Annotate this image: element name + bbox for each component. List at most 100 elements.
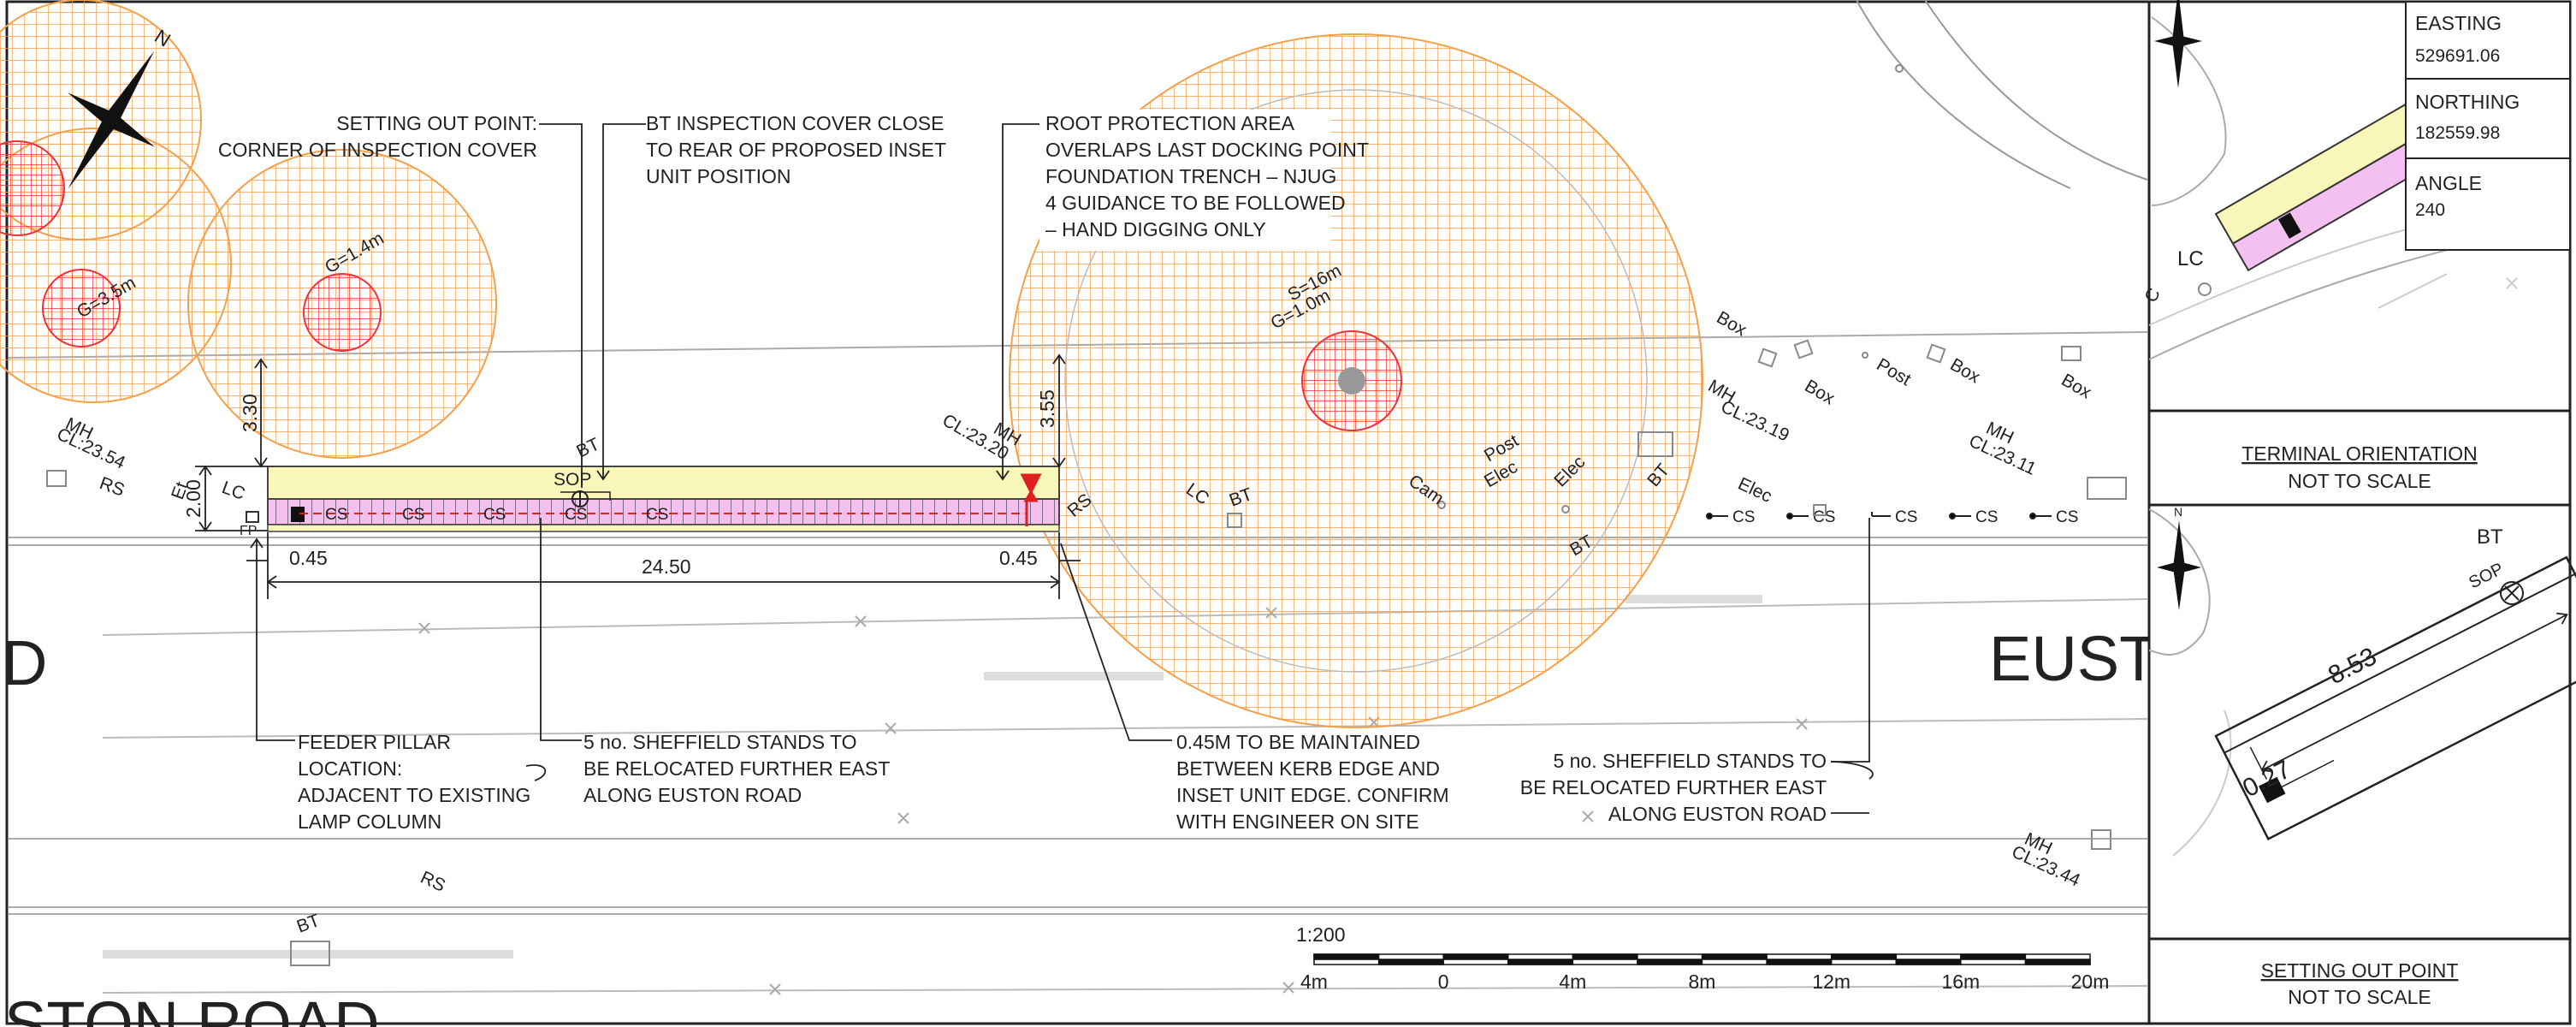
svg-text:FOUNDATION TRENCH – NJUG: FOUNDATION TRENCH – NJUG [1045, 165, 1336, 187]
dim-length: 24.50 [642, 555, 691, 578]
scale-segment [1377, 959, 1444, 965]
svg-text:4 GUIDANCE TO BE FOLLOWED: 4 GUIDANCE TO BE FOLLOWED [1045, 192, 1346, 214]
scale-segment [1637, 959, 1703, 965]
scale-segment [1313, 953, 1380, 960]
svg-text:ALONG EUSTON ROAD: ALONG EUSTON ROAD [583, 784, 802, 806]
scale-tick-label: 4m [1559, 971, 1586, 993]
proposed-inset-unit: CS CS CS CS CS SOP [246, 466, 1060, 532]
scale-ratio: 1:200 [1296, 923, 1346, 946]
terminal-orientation-subtitle: NOT TO SCALE [2288, 470, 2431, 492]
svg-text:TO REAR OF PROPOSED INSET: TO REAR OF PROPOSED INSET [646, 139, 946, 161]
svg-text:5 no. SHEFFIELD STANDS TO: 5 no. SHEFFIELD STANDS TO [1553, 750, 1827, 772]
tree-rpa-1: G=3.5m [0, 0, 232, 403]
scale-segment [1895, 959, 1962, 965]
dim-offset-left: 0.45 [289, 547, 328, 569]
setting-out-title: SETTING OUT POINT [2261, 959, 2459, 982]
coordinates-table: EASTING 529691.06 NORTHING 182559.98 ANG… [2405, 1, 2571, 251]
cs-red-2: CS [402, 506, 424, 524]
scale-tick-label: 8m [1689, 971, 1716, 993]
feeder-pillar-box [291, 507, 305, 522]
svg-text:ALONG EUSTON ROAD: ALONG EUSTON ROAD [1608, 803, 1827, 825]
street-furniture [46, 64, 2127, 966]
post-label-2: Post [1874, 354, 1915, 389]
elec-label-3: Elec [1735, 474, 1775, 507]
note-feeder-pillar: FEEDER PILLAR LOCATION: ADJACENT TO EXIS… [298, 731, 530, 833]
box-label-3: Box [1947, 354, 1984, 387]
note-bt-cover: BT INSPECTION COVER CLOSE TO REAR OF PRO… [646, 112, 946, 187]
scale-segment [1701, 953, 1768, 960]
sop-label: SOP [554, 470, 591, 490]
panel-sop-marker [2500, 581, 2524, 605]
scale-segment [1572, 953, 1638, 960]
note-root-protection: ROOT PROTECTION AREA OVERLAPS LAST DOCKI… [1039, 110, 1369, 251]
cl-label-3: CL:23.19 [1718, 397, 1792, 446]
svg-text:LAMP COLUMN: LAMP COLUMN [298, 810, 441, 833]
cs-red-5: CS [646, 506, 668, 524]
angle-label: ANGLE [2415, 172, 2482, 194]
svg-text:INSET UNIT EDGE. CONFIRM: INSET UNIT EDGE. CONFIRM [1176, 784, 1449, 806]
terminal-orientation-title: TERMINAL ORIENTATION [2241, 442, 2478, 465]
rs-label-1: RS [97, 473, 127, 501]
setting-out-inset: BT SOP 8.53 0.27 [2148, 508, 2576, 857]
road-name-right: EUST [1989, 623, 2158, 694]
dim-width: 2.00 [182, 479, 204, 518]
svg-text:ADJACENT TO EXISTING: ADJACENT TO EXISTING [298, 784, 530, 806]
scale-segment [1960, 953, 2027, 960]
cs-red-4: CS [565, 506, 587, 524]
setting-out-subtitle: NOT TO SCALE [2288, 986, 2431, 1008]
panel-bt: BT [2477, 525, 2503, 549]
svg-text:BE RELOCATED FURTHER EAST: BE RELOCATED FURTHER EAST [583, 757, 890, 780]
box-label-1: Box [1714, 307, 1750, 340]
road-name-bottom: STON ROAD [4, 988, 380, 1027]
svg-text:FEEDER PILLAR: FEEDER PILLAR [298, 731, 451, 753]
svg-text:BE RELOCATED FURTHER EAST: BE RELOCATED FURTHER EAST [1520, 776, 1827, 798]
scale-segment [1442, 953, 1509, 960]
svg-text:ROOT PROTECTION AREA: ROOT PROTECTION AREA [1045, 112, 1295, 134]
note-sheffield-west: 5 no. SHEFFIELD STANDS TO BE RELOCATED F… [583, 731, 890, 806]
note-kerb-edge: 0.45M TO BE MAINTAINED BETWEEN KERB EDGE… [1176, 731, 1449, 833]
road-name-left: D [2, 627, 47, 698]
dim-height-left: 3.30 [239, 394, 261, 432]
scale-segment [1766, 959, 1833, 965]
svg-text:BT INSPECTION COVER CLOSE: BT INSPECTION COVER CLOSE [646, 112, 944, 134]
svg-text:CORNER OF INSPECTION COVER: CORNER OF INSPECTION COVER [218, 139, 537, 161]
road-lines [8, 0, 2148, 994]
panel-lc: LC [2177, 247, 2204, 270]
leader-lines [250, 123, 1874, 814]
angle-value: 240 [2415, 200, 2445, 220]
scale-segment [1507, 959, 1574, 965]
northing-label: NORTHING [2415, 91, 2520, 113]
scale-tick-label: 20m [2071, 971, 2110, 993]
north-arrow-panel-2: N [2157, 505, 2201, 610]
scale-segment [1830, 953, 1898, 960]
svg-text:SETTING OUT POINT:: SETTING OUT POINT: [336, 112, 537, 134]
cs-1: CS [1732, 508, 1755, 526]
cs-red-3: CS [483, 506, 506, 524]
svg-text:0.45M TO BE MAINTAINED: 0.45M TO BE MAINTAINED [1176, 731, 1420, 753]
scale-segment [2024, 959, 2091, 965]
svg-text:BETWEEN KERB EDGE AND: BETWEEN KERB EDGE AND [1176, 757, 1440, 780]
scale-outline [1313, 953, 2091, 965]
cs-3: CS [1895, 508, 1917, 526]
rs-label-3: RS [417, 868, 448, 896]
svg-text:OVERLAPS LAST DOCKING POINT: OVERLAPS LAST DOCKING POINT [1045, 139, 1369, 161]
svg-text:– HAND DIGGING ONLY: – HAND DIGGING ONLY [1045, 218, 1266, 240]
main-plan: G=3.5m G=1.4m S=16m G=1.0m N [0, 0, 2158, 1027]
svg-text:LOCATION:: LOCATION: [298, 757, 402, 780]
dim-height-right: 3.55 [1036, 389, 1058, 428]
scale-tick-label: 16m [1941, 971, 1980, 993]
existing-cs-markers [1706, 512, 2052, 519]
note-setting-out: SETTING OUT POINT: CORNER OF INSPECTION … [218, 112, 537, 161]
easting-label: EASTING [2415, 12, 2502, 34]
svg-text:WITH ENGINEER ON SITE: WITH ENGINEER ON SITE [1176, 810, 1419, 833]
right-panel: LC C EASTING 529691.06 NORTHING 182559.9… [2141, 0, 2576, 1025]
scale-bar: 1:200 4m 0 4m 8m 12m 16m 20m [1296, 923, 2109, 993]
box-label-4: Box [2058, 370, 2095, 402]
tree-rpa-2: G=1.4m [187, 149, 497, 459]
cs-5: CS [2056, 508, 2078, 526]
svg-text:UNIT POSITION: UNIT POSITION [646, 165, 791, 187]
box-label-2: Box [1802, 376, 1839, 408]
scale-tick-label: 4m [1300, 971, 1328, 993]
bt-label-1: BT [573, 434, 602, 461]
